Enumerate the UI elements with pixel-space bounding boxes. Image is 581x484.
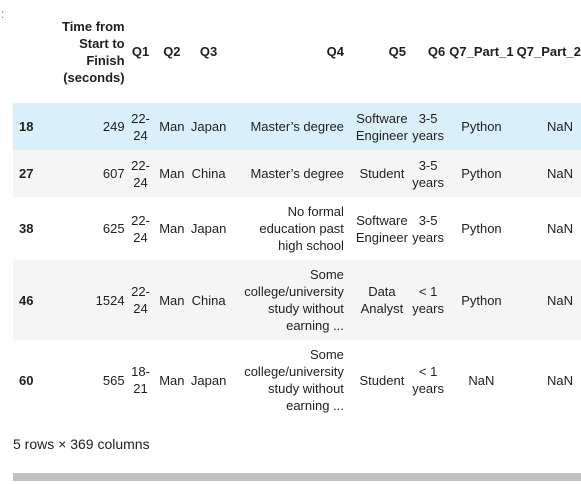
cell-q5: Student [350,150,410,197]
cell-time: 1524 [95,292,125,308]
cell-q5-text: Software Engineer [355,212,408,245]
row-index: 46 [19,292,34,308]
cell-q1: 22-24 [126,150,156,197]
table-row: 38 625 22-24 Man Japan No formal educati… [13,197,581,260]
cell-q1: 22-24 [126,103,156,150]
cell-q4-text: Master’s degree [250,119,344,134]
cell-q5-text: Student [359,372,405,388]
cell-q4-text: Some college/university study without ea… [244,347,344,413]
header-q5: Q5 [388,44,406,59]
cell-q1: 22-24 [126,197,156,260]
cell-q1-text: 22-24 [131,212,150,245]
cell-q2: Man [159,372,185,388]
cell-q7-part-1: NaN [468,372,495,388]
header-index [13,0,39,103]
cell-q6: 3-5 years [410,150,446,197]
row-index: 18 [19,119,34,134]
cell-q6-text: < 1 years [412,364,444,396]
cell-q5-text: Data Analyst [360,284,404,316]
cell-q6: < 1 years [410,340,446,420]
cell-q4: Master’s degree [229,150,350,197]
cell-q5: Software Engineer [350,197,410,260]
cell-q4: Master’s degree [229,103,350,150]
cell-q1-text: 18-21 [131,364,150,396]
cell-q7-part-1: Python [461,119,502,134]
cell-q1: 22-24 [126,260,156,340]
cell-q7-part-2: NaN [546,372,573,388]
cell-q6-text: 3-5 years [412,110,444,143]
cell-q6-text: < 1 years [412,284,444,316]
cell-q6-text: 3-5 years [412,212,444,245]
cell-q7-part-2: NaN [546,119,573,134]
cell-q6-text: 3-5 years [412,157,444,190]
dataframe-shape-summary: 5 rows × 369 columns [13,436,150,452]
cell-q4-text: No formal education past high school [259,204,344,253]
cell-q7-part-1: Python [461,166,502,181]
header-time-label: Time from Start to Finish (seconds) [61,18,125,85]
cell-q7-part-2: NaN [546,166,573,181]
cell-prompt-mark: : [1,7,5,21]
dataframe-output: Time from Start to Finish (seconds) Q1 Q… [13,0,581,420]
cell-q2: Man [159,166,185,181]
cell-q5: Software Engineer [350,103,410,150]
cell-q3: China [191,166,226,181]
cell-q4: Some college/university study without ea… [229,340,350,420]
cell-q2: Man [159,119,185,134]
cell-q3: Japan [190,119,227,134]
cell-q6: 3-5 years [410,197,446,260]
cell-q4: Some college/university study without ea… [229,260,350,340]
cell-q2: Man [159,221,185,236]
header-q6: Q6 [427,44,446,59]
cell-q4-text: Master’s degree [250,166,344,181]
cell-q2: Man [159,292,185,308]
cell-q1-text: 22-24 [131,284,150,316]
cell-q7-part-2: NaN [546,221,573,236]
table-row: 18 249 22-24 Man Japan Master’s degree S… [13,103,581,150]
cell-q5-text: Software Engineer [355,110,408,143]
cell-q4: No formal education past high school [229,197,350,260]
row-index: 38 [19,221,34,236]
table-row: 46 1524 22-24 Man China Some college/uni… [13,260,581,340]
header-q7-part-1: Q7_Part_1 [449,44,514,59]
cell-q5-text: Student [359,166,405,181]
cell-q3: Japan [190,221,227,236]
cell-q7-part-2: NaN [546,292,573,308]
cell-q5: Data Analyst [350,260,410,340]
cell-time: 625 [102,221,125,236]
row-index: 27 [19,166,34,181]
cell-time: 249 [102,119,125,134]
cell-q7-part-1: Python [461,221,502,236]
header-q7-part-2: Q7_Part_2 [516,44,581,59]
cell-q3: Japan [190,372,227,388]
header-q2: Q2 [163,44,181,59]
header-q4: Q4 [326,44,344,59]
header-time: Time from Start to Finish (seconds) [39,0,125,103]
header-q1: Q1 [131,44,150,59]
cell-q7-part-1: Python [461,292,502,308]
header-row: Time from Start to Finish (seconds) Q1 Q… [13,0,581,103]
cell-q4-text: Some college/university study without ea… [244,267,344,333]
table-row: 60 565 18-21 Man Japan Some college/univ… [13,340,581,420]
cell-q1: 18-21 [126,340,156,420]
cell-q1-text: 22-24 [131,110,150,143]
header-q3: Q3 [199,44,218,59]
cell-time: 565 [102,372,125,388]
table-row: 27 607 22-24 Man China Master’s degree S… [13,150,581,197]
cell-time: 607 [102,166,125,181]
cell-q6: 3-5 years [410,103,446,150]
dataframe-table: Time from Start to Finish (seconds) Q1 Q… [13,0,581,420]
cell-q1-text: 22-24 [131,157,150,190]
cell-q3: China [191,292,226,308]
horizontal-scrollbar[interactable] [13,473,581,481]
cell-q5: Student [350,340,410,420]
row-index: 60 [19,372,34,388]
cell-q6: < 1 years [410,260,446,340]
